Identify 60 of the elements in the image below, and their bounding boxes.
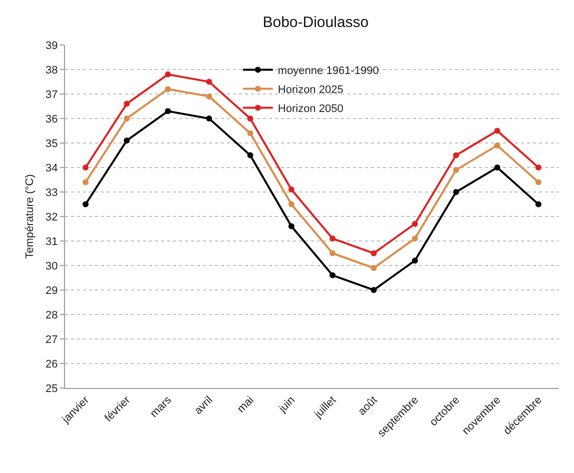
y-tick-label: 33 (46, 186, 58, 199)
point (164, 108, 171, 114)
point (330, 272, 336, 278)
y-tick-label: 36 (46, 113, 58, 126)
point (494, 142, 500, 148)
y-tick-label: 34 (46, 162, 58, 174)
point (370, 264, 377, 271)
x-tick-label: août (356, 394, 380, 418)
x-tick-label: avril (192, 394, 216, 417)
y-tick-label: 30 (46, 260, 58, 272)
point (247, 116, 254, 122)
point (247, 152, 254, 158)
point (124, 116, 130, 122)
point (330, 236, 336, 242)
point (82, 201, 89, 208)
point (206, 78, 212, 85)
y-tick-label: 29 (46, 284, 58, 297)
legend-label: moyenne 1961-1990 (278, 65, 379, 78)
point (535, 179, 542, 186)
x-tick-label: mai (235, 394, 256, 416)
y-tick-label: 28 (46, 309, 58, 322)
point (535, 164, 542, 170)
point (453, 166, 460, 173)
chart-title: Bobo-Dioulasso (262, 14, 369, 32)
y-tick-label: 26 (46, 358, 58, 370)
point (535, 201, 542, 208)
point (412, 236, 418, 242)
y-tick-label: 25 (46, 382, 58, 395)
point (288, 201, 294, 208)
y-tick-label: 37 (46, 88, 58, 101)
point (288, 186, 294, 193)
legend-label: Horizon 2050 (278, 103, 344, 116)
y-tick-label: 38 (46, 64, 58, 76)
y-tick-label: 32 (46, 211, 58, 224)
point (206, 93, 212, 100)
point (494, 164, 500, 170)
x-tick-label: juin (276, 394, 298, 416)
point (370, 287, 377, 293)
point (453, 152, 460, 158)
point (206, 116, 212, 122)
y-axis-title: Température (°C) (24, 174, 36, 259)
y-tick-label: 31 (46, 236, 58, 248)
point (164, 86, 171, 92)
point (494, 128, 500, 134)
point (412, 220, 418, 227)
point (82, 164, 89, 170)
point (453, 189, 460, 195)
point (124, 100, 130, 107)
y-tick-label: 35 (46, 138, 58, 150)
y-tick-label: 39 (46, 40, 58, 52)
y-tick-label: 27 (46, 334, 58, 346)
point (412, 258, 418, 264)
point (82, 179, 89, 186)
point (124, 138, 130, 144)
point (288, 223, 294, 230)
legend-label: Horizon 2025 (278, 84, 344, 96)
point (370, 250, 377, 256)
point (330, 250, 336, 256)
point (164, 71, 171, 78)
point (247, 130, 254, 136)
